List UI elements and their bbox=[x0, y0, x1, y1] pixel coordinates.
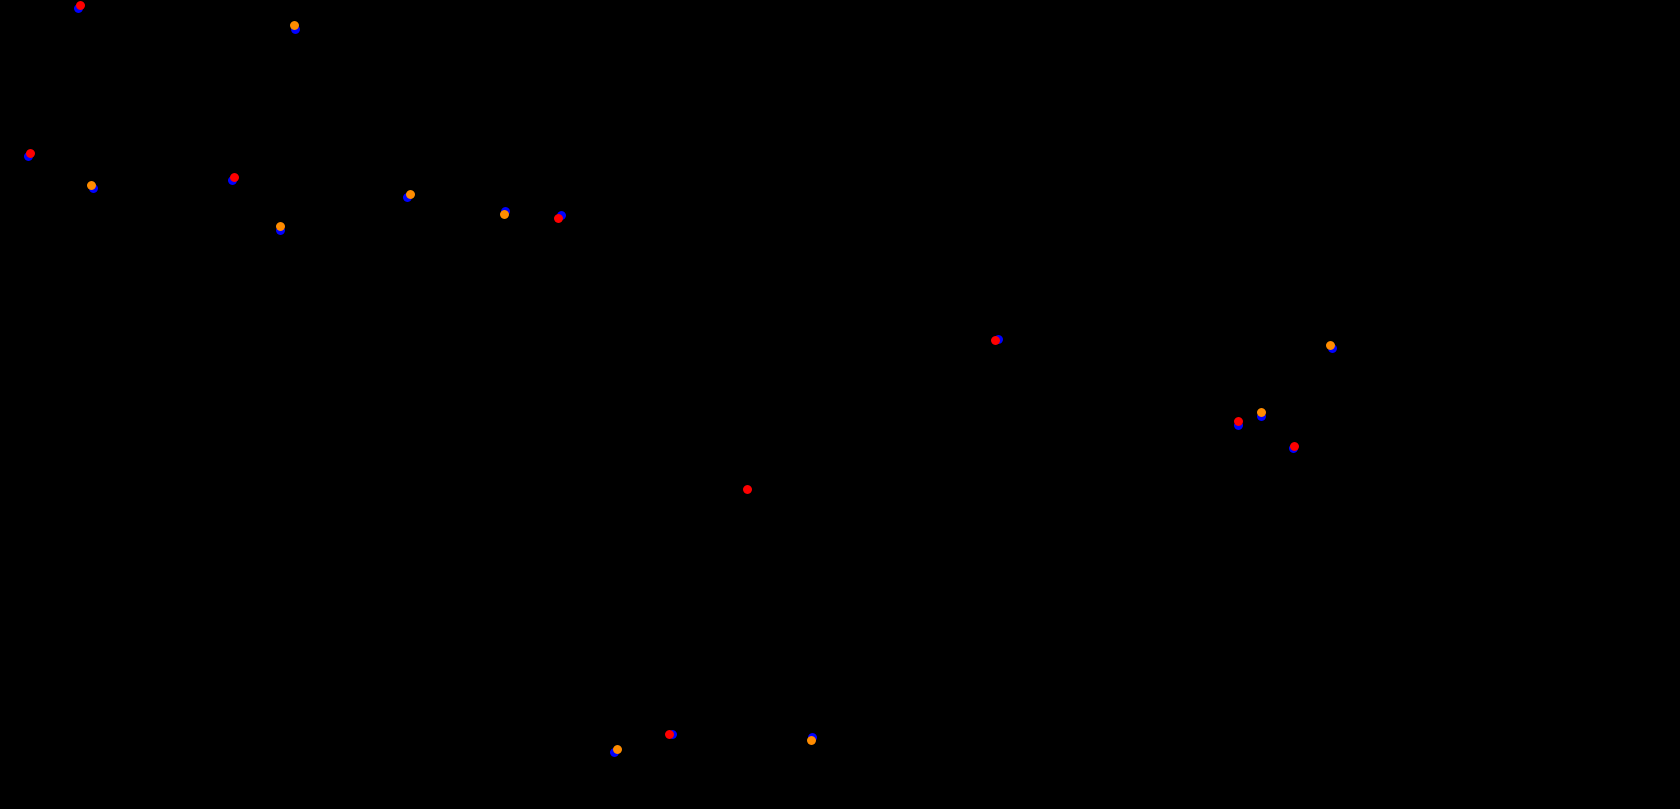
scatter-marker-orange bbox=[806, 735, 816, 745]
scatter-marker-blue bbox=[1233, 420, 1243, 430]
scatter-marker-blue bbox=[667, 729, 677, 739]
scatter-marker-blue bbox=[23, 151, 33, 161]
scatter-marker-red bbox=[990, 335, 1000, 345]
scatter-marker-red bbox=[25, 148, 35, 158]
scatter-marker-red bbox=[229, 172, 239, 182]
scatter-marker-blue bbox=[275, 225, 285, 235]
scatter-marker-blue bbox=[993, 334, 1003, 344]
scatter-marker-red bbox=[1289, 441, 1299, 451]
scatter-marker-orange bbox=[499, 209, 509, 219]
scatter-marker-red bbox=[75, 0, 85, 10]
scatter-marker-blue bbox=[556, 210, 566, 220]
scatter-marker-red bbox=[742, 484, 752, 494]
scatter-marker-blue bbox=[1327, 343, 1337, 353]
scatter-marker-blue bbox=[88, 183, 98, 193]
scatter-marker-blue bbox=[1256, 411, 1266, 421]
scatter-marker-blue bbox=[807, 732, 817, 742]
scatter-marker-blue bbox=[500, 206, 510, 216]
scatter-marker-orange bbox=[86, 180, 96, 190]
scatter-marker-blue bbox=[609, 747, 619, 757]
scatter-marker-orange bbox=[405, 189, 415, 199]
scatter-marker-blue bbox=[402, 192, 412, 202]
scatter-marker-red bbox=[664, 729, 674, 739]
scatter-marker-blue bbox=[227, 175, 237, 185]
scatter-marker-blue bbox=[290, 24, 300, 34]
scatter-marker-orange bbox=[612, 744, 622, 754]
scatter-marker-blue bbox=[1288, 443, 1298, 453]
scatter-marker-blue bbox=[73, 3, 83, 13]
scatter-marker-orange bbox=[1256, 407, 1266, 417]
scatter-marker-red bbox=[553, 213, 563, 223]
scatter-marker-orange bbox=[1325, 340, 1335, 350]
scatter-marker-orange bbox=[275, 221, 285, 231]
scatter-marker-orange bbox=[289, 20, 299, 30]
scatter-marker-red bbox=[1233, 416, 1243, 426]
